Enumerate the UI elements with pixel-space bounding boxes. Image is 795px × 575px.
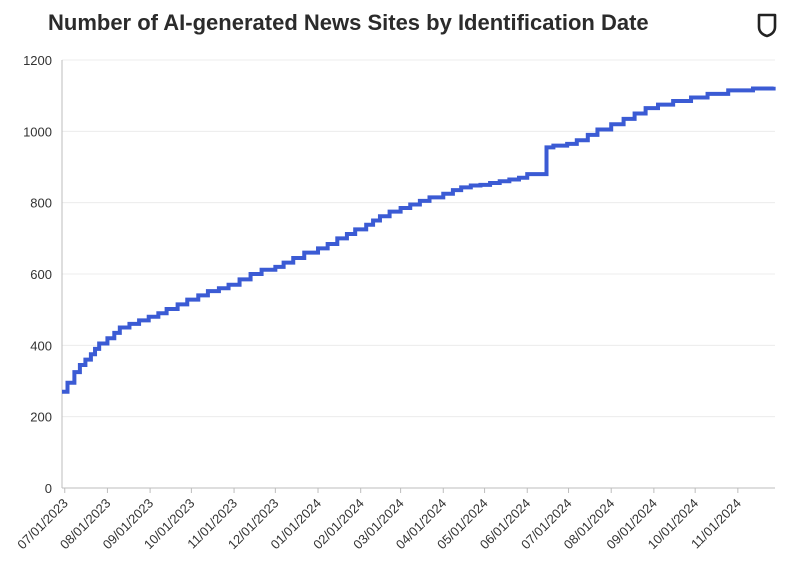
y-tick-label: 1200 xyxy=(23,53,52,68)
y-axis-ticks: 0 200 400 600 800 1000 1200 xyxy=(23,53,52,496)
y-tick-label: 200 xyxy=(30,410,52,425)
chart-title: Number of AI-generated News Sites by Ide… xyxy=(48,10,649,35)
axes xyxy=(61,60,775,489)
y-tick-label: 800 xyxy=(30,196,52,211)
grid-lines xyxy=(62,59,775,489)
y-tick-label: 1000 xyxy=(23,124,52,139)
y-tick-label: 0 xyxy=(45,481,52,496)
y-tick-label: 600 xyxy=(30,267,52,282)
series-line xyxy=(62,86,776,394)
shield-icon xyxy=(757,13,777,38)
y-tick-label: 400 xyxy=(30,338,52,353)
series-layer xyxy=(62,86,776,394)
x-axis-ticks: 07/01/202308/01/202309/01/202310/01/2023… xyxy=(14,488,744,552)
